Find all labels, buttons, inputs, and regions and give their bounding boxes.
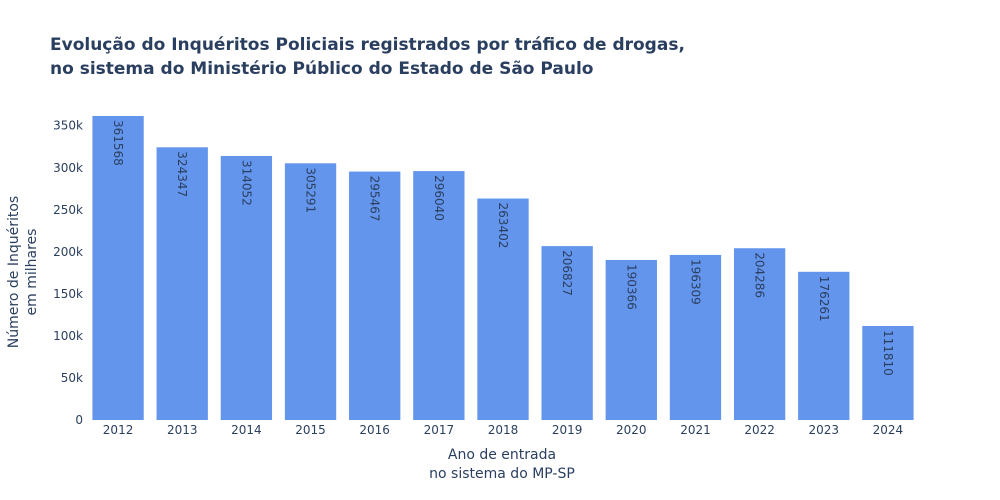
bar-data-label: 296040 [432,175,446,221]
bar [541,246,593,420]
bar-data-label: 314052 [239,160,253,206]
x-tick-label: 2020 [616,423,647,437]
bar-data-label: 190366 [624,264,638,310]
bar-data-label: 204286 [753,252,767,298]
bar [733,248,786,420]
y-tick-label: 200k [53,245,83,259]
x-tick-label: 2024 [873,423,904,437]
bar-data-label: 295467 [368,176,382,222]
bar [477,198,529,420]
chart-title-line-1: Evolução do Inquéritos Policiais registr… [50,35,685,55]
x-tick-label: 2023 [808,423,839,437]
y-axis-title-line-1: Número de Inquéritos [6,196,22,348]
bar-data-label: 196309 [688,259,702,305]
x-axis: 2012 2013 2014 2015 2016 2017 2018 2019 2020 2021… [103,423,903,437]
x-tick-label: 2022 [744,423,775,437]
bar-data-label: 361568 [111,120,125,166]
bar [349,171,401,420]
bar [284,163,337,421]
x-tick-label: 2017 [424,423,455,437]
bar [669,254,722,420]
bar-data-label: 176261 [817,276,831,322]
x-tick-label: 2015 [295,423,326,437]
x-tick-label: 2014 [231,423,262,437]
chart-title-line-2: no sistema do Ministério Público do Esta… [50,59,594,79]
bar [862,325,914,420]
y-tick-label: 150k [53,287,83,301]
bar-data-label: 324347 [175,151,189,197]
bar [605,259,657,420]
x-tick-label: 2019 [552,423,583,437]
y-tick-label: 100k [53,329,83,343]
chart-title: Evolução do Inquéritos Policiais registr… [50,33,685,81]
y-tick-label: 0 [75,413,83,427]
bar-data-label: 305291 [304,167,318,213]
x-tick-label: 2021 [680,423,711,437]
x-tick-label: 2012 [103,423,134,437]
bar [413,171,465,420]
bars: 361568 324347 314052 305291 295467 296040 2634… [92,116,914,421]
bar-data-label: 111810 [881,330,895,376]
x-tick-label: 2016 [359,423,390,437]
y-tick-label: 50k [61,371,83,385]
bar-data-label: 263402 [496,203,510,249]
bar [798,271,850,420]
y-axis: 0 50k 100k 150k 200k 250k 300k 350k [53,119,83,427]
y-axis-title-line-2: em milhares [24,229,40,316]
x-tick-label: 2018 [488,423,519,437]
y-tick-label: 250k [53,203,83,217]
bar [156,147,208,420]
bar [92,116,144,420]
bar-data-label: 206827 [560,250,574,296]
y-tick-label: 350k [53,119,83,133]
x-axis-title-line-2: no sistema do MP-SP [429,466,575,482]
bar [220,155,273,420]
y-tick-label: 300k [53,161,83,175]
x-tick-label: 2013 [167,423,198,437]
x-axis-title-line-1: Ano de entrada [448,447,556,463]
